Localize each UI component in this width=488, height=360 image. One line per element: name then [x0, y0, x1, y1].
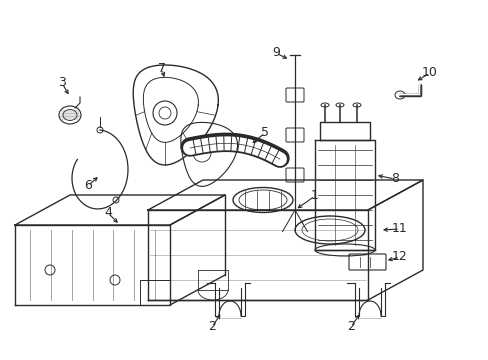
Text: 12: 12: [391, 249, 407, 262]
Text: 3: 3: [58, 76, 66, 89]
Text: 8: 8: [390, 171, 398, 185]
Text: 10: 10: [421, 66, 437, 78]
Text: 9: 9: [271, 45, 279, 59]
Text: 6: 6: [84, 179, 92, 192]
Text: 7: 7: [158, 62, 165, 75]
Text: 2: 2: [346, 320, 354, 333]
Text: 4: 4: [104, 206, 112, 219]
Text: 1: 1: [310, 189, 318, 202]
Text: 2: 2: [207, 320, 216, 333]
Text: 5: 5: [261, 126, 268, 139]
Text: 11: 11: [391, 221, 407, 234]
